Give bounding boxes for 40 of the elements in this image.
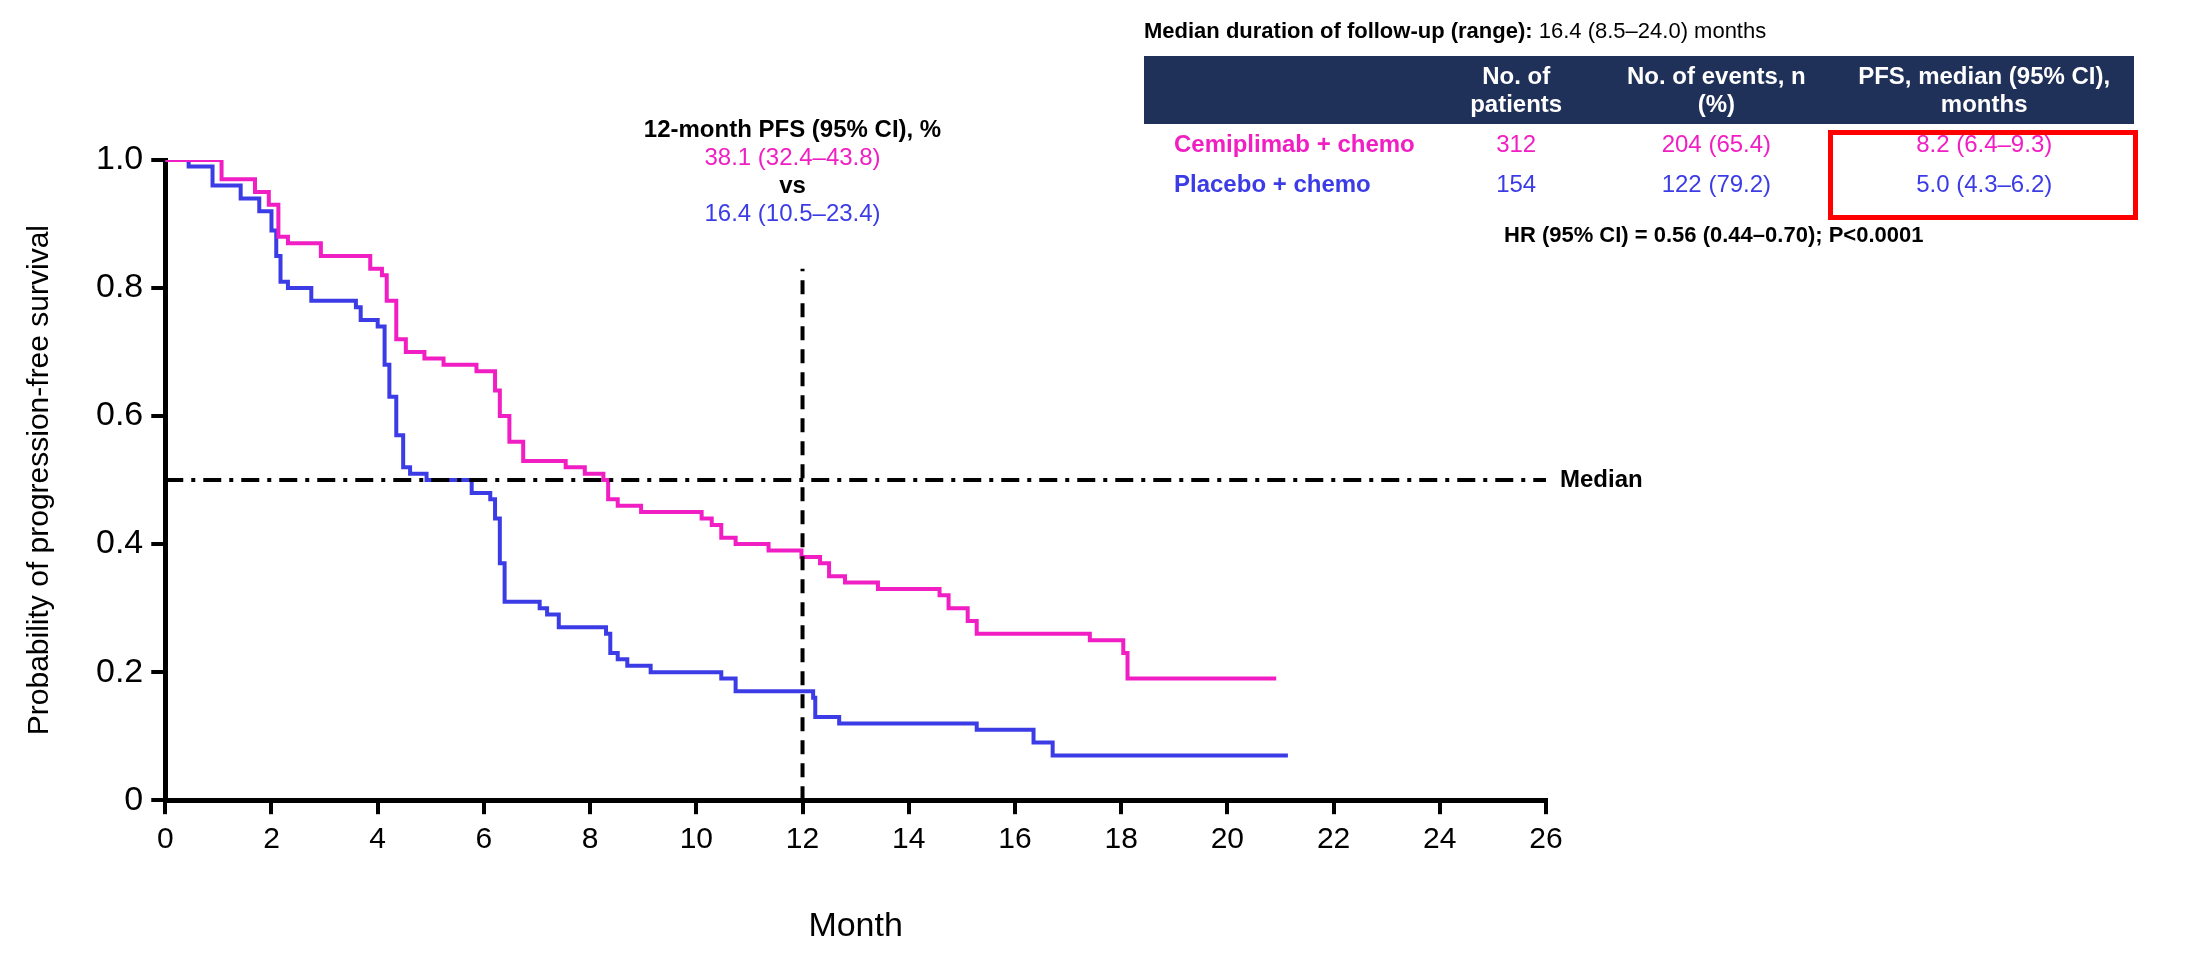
annotation: 154 — [1495, 169, 1538, 199]
x-tick-label: 22 — [1316, 821, 1351, 855]
x-tick-label: 6 — [475, 821, 493, 855]
text: 204 (65.4) — [1660, 129, 1773, 159]
x-tick-label: 2 — [263, 821, 280, 855]
x-tick-label: 8 — [581, 821, 599, 855]
annotation: vs — [779, 170, 806, 198]
text: Median duration of follow-up (range): 16.4 (8.5–24.0) months — [1144, 18, 1768, 44]
x-tick-label: 10 — [679, 821, 713, 855]
text: 5.0 (4.3–6.2) — [1915, 169, 2054, 199]
x-tick-label: 12 — [785, 821, 820, 855]
text: No. of events, n (%) — [1626, 61, 1807, 119]
x-tick-label: 0 — [156, 821, 174, 855]
text: 122 (79.2) — [1660, 169, 1773, 199]
x-tick-label: 24 — [1423, 821, 1457, 855]
annotation: 16.4 (10.5–23.4) — [704, 198, 881, 226]
annotation: HR (95% CI) = 0.56 (0.44–0.70); P<0.0001 — [1504, 222, 1925, 248]
y-axis-title: Probability of progression-free survival — [21, 224, 55, 736]
text: 312 — [1495, 129, 1538, 159]
y-tick-label: 0.8 — [96, 266, 144, 305]
x-tick-label: 20 — [1210, 821, 1245, 855]
ref-line-label: Median — [1560, 464, 1643, 492]
x-tick-label: 14 — [892, 821, 926, 855]
x-tick-label: 4 — [369, 821, 387, 855]
y-tick-label: 0.2 — [96, 650, 144, 689]
x-tick-label: 18 — [1104, 821, 1138, 855]
text: 12-month PFS (95% CI), % — [643, 114, 942, 142]
text: 8.2 (6.4–9.3) — [1915, 129, 2054, 159]
text: Cemiplimab + chemo — [1173, 129, 1416, 159]
text: No. of patients — [1469, 61, 1564, 119]
text: PFS, median (95% CI), months — [1857, 61, 2112, 119]
annotation: 38.1 (32.4–43.8) — [704, 142, 881, 170]
y-tick-label: 0.6 — [96, 394, 144, 433]
text: Placebo + chemo — [1173, 169, 1372, 199]
x-tick-label: 26 — [1529, 821, 1563, 855]
y-tick-label: 1.0 — [96, 138, 144, 177]
x-axis-title: Month — [808, 904, 903, 943]
x-tick-label: 16 — [998, 821, 1032, 855]
y-tick-label: 0.4 — [96, 522, 144, 561]
y-tick-label: 0 — [124, 778, 144, 817]
